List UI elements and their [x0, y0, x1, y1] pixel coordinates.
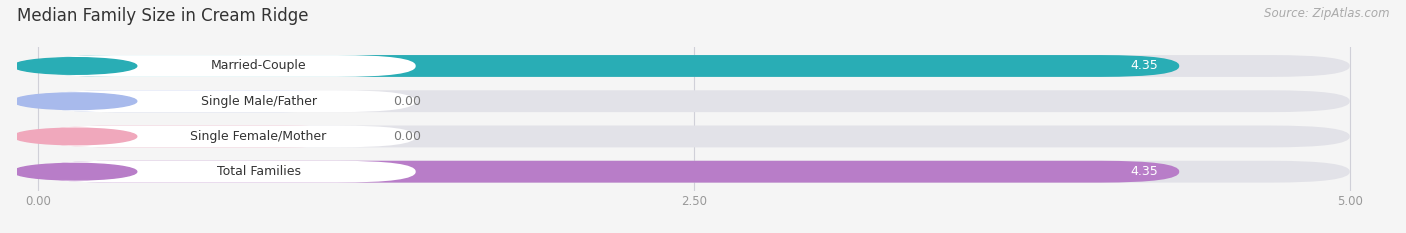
FancyBboxPatch shape	[35, 90, 416, 112]
Circle shape	[13, 93, 136, 110]
FancyBboxPatch shape	[38, 161, 1350, 183]
Text: 4.35: 4.35	[1130, 165, 1159, 178]
FancyBboxPatch shape	[38, 126, 361, 147]
FancyBboxPatch shape	[38, 90, 361, 112]
Text: Source: ZipAtlas.com: Source: ZipAtlas.com	[1264, 7, 1389, 20]
Text: 0.00: 0.00	[392, 130, 420, 143]
Text: Single Female/Mother: Single Female/Mother	[190, 130, 326, 143]
FancyBboxPatch shape	[35, 161, 416, 183]
FancyBboxPatch shape	[38, 90, 1350, 112]
FancyBboxPatch shape	[38, 161, 1180, 183]
Circle shape	[13, 128, 136, 145]
Text: Median Family Size in Cream Ridge: Median Family Size in Cream Ridge	[17, 7, 308, 25]
FancyBboxPatch shape	[35, 55, 416, 77]
Text: 0.00: 0.00	[392, 95, 420, 108]
Text: Single Male/Father: Single Male/Father	[201, 95, 316, 108]
Text: Married-Couple: Married-Couple	[211, 59, 307, 72]
Circle shape	[13, 58, 136, 74]
Text: 4.35: 4.35	[1130, 59, 1159, 72]
FancyBboxPatch shape	[38, 126, 1350, 147]
FancyBboxPatch shape	[35, 126, 416, 147]
FancyBboxPatch shape	[38, 55, 1350, 77]
FancyBboxPatch shape	[38, 55, 1180, 77]
Circle shape	[13, 163, 136, 180]
Text: Total Families: Total Families	[217, 165, 301, 178]
